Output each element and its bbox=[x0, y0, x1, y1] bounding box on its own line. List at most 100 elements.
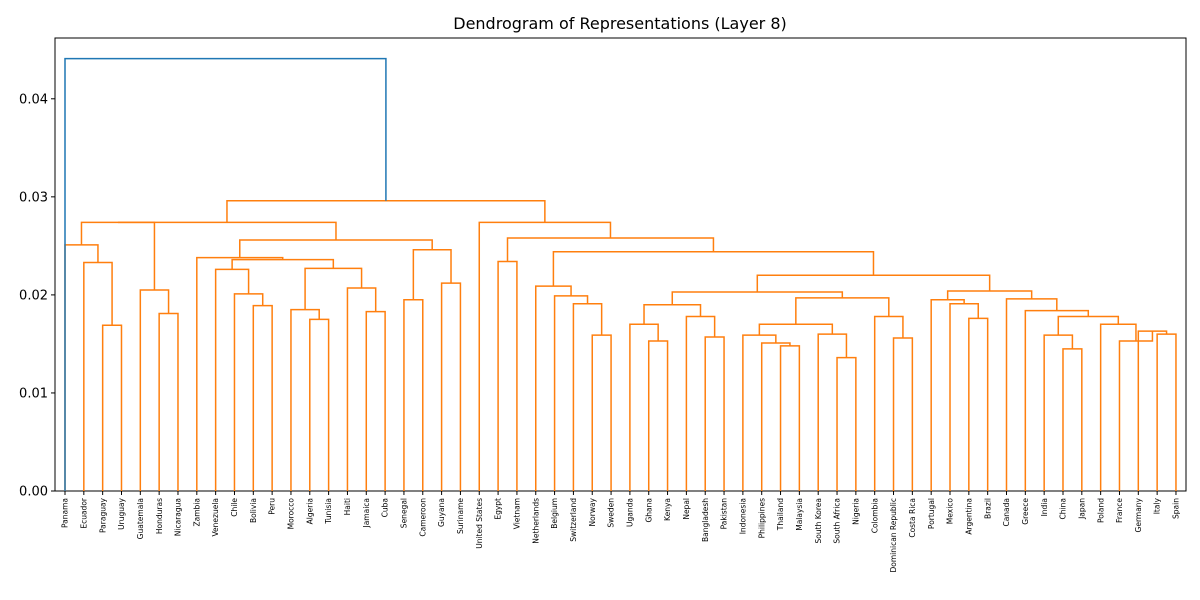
leaf-label: Malaysia bbox=[795, 498, 804, 531]
cluster-link bbox=[80, 221, 156, 290]
leaf-label: China bbox=[1059, 498, 1068, 519]
leaf-label: South Africa bbox=[833, 498, 842, 544]
leaf-label: Uganda bbox=[626, 498, 635, 527]
cluster-link bbox=[685, 315, 716, 491]
y-tick-label: 0.04 bbox=[19, 92, 48, 107]
cluster-link bbox=[795, 297, 890, 325]
leaf-label: Dominican Republic bbox=[889, 498, 898, 573]
leaf-label: Belgium bbox=[550, 498, 559, 529]
cluster-link bbox=[779, 345, 801, 491]
leaf-label: Panama bbox=[61, 498, 70, 528]
plot-frame bbox=[54, 37, 1187, 492]
cluster-link bbox=[64, 244, 99, 491]
cluster-link bbox=[930, 299, 965, 491]
cluster-link bbox=[704, 336, 725, 491]
leaf-label: Nepal bbox=[682, 498, 691, 520]
cluster-link bbox=[1156, 333, 1177, 491]
leaf-label: Sweden bbox=[607, 498, 616, 528]
leaf-label: Italy bbox=[1153, 497, 1162, 514]
leaf-label: Peru bbox=[268, 498, 277, 515]
leaf-label: Vietnam bbox=[513, 498, 522, 529]
leaf-label: Argentina bbox=[964, 498, 973, 535]
leaf-label: Colombia bbox=[870, 498, 879, 533]
cluster-link bbox=[252, 304, 273, 491]
leaf-label: Pakistan bbox=[720, 498, 729, 530]
cluster-link bbox=[117, 221, 337, 240]
y-axis: 0.00 0.01 0.02 0.03 0.04 bbox=[19, 92, 55, 500]
leaf-label: Tunisia bbox=[324, 498, 333, 525]
leaf-label: Brazil bbox=[983, 498, 992, 519]
leaf-label: Egypt bbox=[494, 498, 503, 520]
leaf-label: Uruguay bbox=[117, 497, 126, 529]
leaf-label: Paraguay bbox=[98, 497, 107, 533]
cluster-link bbox=[873, 315, 904, 491]
cluster-link bbox=[836, 356, 857, 491]
cluster-link bbox=[758, 323, 834, 336]
cluster-link bbox=[671, 291, 844, 305]
cluster-link bbox=[440, 282, 462, 491]
leaf-label: Costa Rica bbox=[908, 498, 917, 538]
leaf-label: Algeria bbox=[305, 498, 314, 524]
leaf-label: Indonesia bbox=[738, 498, 747, 534]
cluster-link bbox=[817, 333, 848, 491]
leaf-label: South Korea bbox=[814, 498, 823, 543]
cluster-link bbox=[239, 239, 433, 258]
cluster-link bbox=[742, 334, 777, 491]
cluster-link bbox=[1118, 331, 1154, 491]
cluster-link bbox=[304, 267, 363, 310]
leaf-label: France bbox=[1115, 498, 1124, 523]
cluster-link bbox=[760, 342, 791, 491]
leaf-label: Honduras bbox=[155, 498, 164, 534]
cluster-link bbox=[756, 274, 991, 292]
leaf-label: Bangladesh bbox=[701, 498, 710, 542]
leaf-label: Netherlands bbox=[531, 498, 540, 544]
cluster-link bbox=[196, 256, 284, 491]
cluster-link bbox=[949, 302, 980, 491]
leaf-label: Japan bbox=[1077, 498, 1086, 520]
y-tick-label: 0.02 bbox=[19, 288, 48, 303]
leaf-label: Suriname bbox=[456, 498, 465, 534]
cluster-link bbox=[591, 334, 612, 491]
cluster-link bbox=[214, 268, 250, 491]
y-tick-label: 0.01 bbox=[19, 386, 48, 401]
cluster-link bbox=[233, 293, 264, 491]
cluster-link bbox=[83, 261, 113, 491]
cluster-link bbox=[572, 302, 603, 491]
cluster-link bbox=[139, 289, 170, 491]
cluster-link bbox=[1099, 323, 1137, 491]
cluster-link bbox=[101, 324, 123, 491]
leaf-label: Spain bbox=[1172, 498, 1181, 519]
cluster-link bbox=[478, 221, 612, 491]
cluster-link bbox=[309, 318, 330, 491]
dendrogram-links bbox=[64, 57, 1177, 491]
leaf-label: India bbox=[1040, 498, 1049, 516]
cluster-link bbox=[290, 308, 320, 491]
leaf-label: Jamaica bbox=[362, 498, 371, 529]
leaf-label: Poland bbox=[1096, 498, 1105, 523]
cluster-link bbox=[629, 323, 659, 491]
leaf-label: Mexico bbox=[946, 498, 955, 525]
cluster-link bbox=[226, 200, 546, 223]
leaf-label: Germany bbox=[1134, 497, 1143, 532]
root-link bbox=[64, 57, 387, 491]
leaf-label: Ghana bbox=[644, 498, 653, 523]
cluster-link bbox=[552, 251, 875, 287]
y-tick-label: 0.03 bbox=[19, 190, 48, 205]
plot-area bbox=[54, 37, 1187, 492]
leaf-label: Chile bbox=[230, 498, 239, 517]
leaf-label: Philippines bbox=[757, 498, 766, 539]
cluster-link bbox=[346, 287, 377, 491]
leaf-label: Greece bbox=[1021, 498, 1030, 525]
cluster-link bbox=[403, 299, 424, 491]
leaf-label: Guatemala bbox=[136, 498, 145, 539]
cluster-link bbox=[1137, 330, 1168, 491]
cluster-link bbox=[158, 312, 179, 491]
x-axis: Panama Ecuador Paraguay Uruguay Guatemala Hon… bbox=[61, 491, 1181, 573]
leaf-label: Norway bbox=[588, 497, 597, 526]
cluster-link bbox=[968, 317, 989, 491]
cluster-link bbox=[647, 340, 669, 491]
leaf-label: Venezuela bbox=[211, 498, 220, 537]
leaf-label: Haiti bbox=[343, 498, 352, 515]
cluster-link bbox=[412, 249, 452, 300]
